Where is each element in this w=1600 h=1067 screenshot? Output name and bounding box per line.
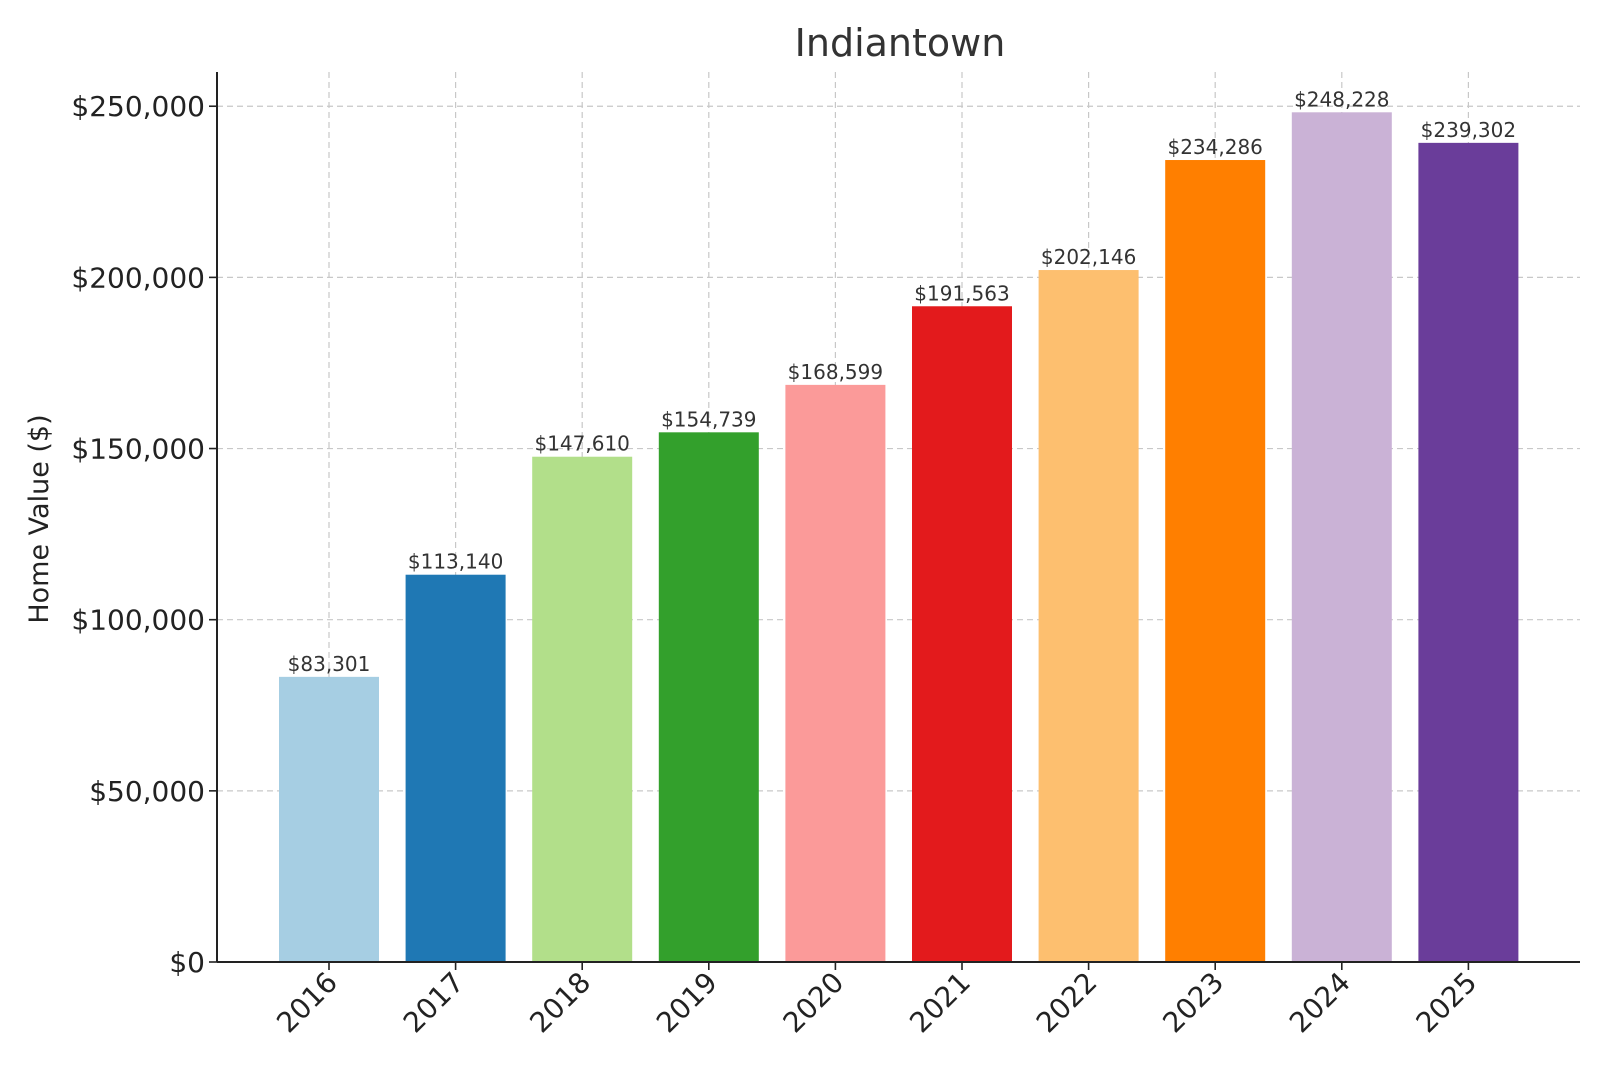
bar-2018 xyxy=(532,456,633,962)
data-label-2021: $191,563 xyxy=(914,281,1009,305)
y-axis-label: Home Value ($) xyxy=(24,414,55,623)
bar-2017 xyxy=(405,574,506,962)
x-tick-label-2019: 2019 xyxy=(650,966,724,1040)
data-label-2016: $83,301 xyxy=(288,652,371,676)
x-tick-label-2020: 2020 xyxy=(777,966,851,1040)
x-tick-label-2023: 2023 xyxy=(1156,966,1230,1040)
bar-2024 xyxy=(1291,112,1392,963)
x-tick-label-2017: 2017 xyxy=(397,966,471,1040)
x-tick-label-2016: 2016 xyxy=(270,966,344,1040)
axes-layer xyxy=(209,72,1580,970)
data-label-2025: $239,302 xyxy=(1421,118,1516,142)
data-label-2019: $154,739 xyxy=(661,407,756,431)
y-tick-label: $0 xyxy=(169,946,205,979)
chart-title: Indiantown xyxy=(795,21,1006,65)
bar-2022 xyxy=(1038,270,1139,962)
bar-2019 xyxy=(658,432,759,962)
data-label-2022: $202,146 xyxy=(1041,245,1136,269)
y-tick-label: $150,000 xyxy=(71,433,205,466)
bar-2020 xyxy=(785,384,886,962)
y-tick-label: $250,000 xyxy=(71,90,205,123)
x-tick-label-2018: 2018 xyxy=(523,966,597,1040)
bar-2016 xyxy=(279,676,379,962)
data-label-2017: $113,140 xyxy=(408,550,503,574)
y-tick-label: $100,000 xyxy=(71,604,205,637)
bar-2025 xyxy=(1418,142,1519,963)
data-label-2020: $168,599 xyxy=(788,360,883,384)
x-tick-label-2024: 2024 xyxy=(1283,966,1357,1040)
bars-layer xyxy=(279,112,1519,963)
x-tick-label-2025: 2025 xyxy=(1410,966,1484,1040)
x-tick-label-2022: 2022 xyxy=(1030,966,1104,1040)
y-tick-label: $50,000 xyxy=(89,775,205,808)
data-label-2018: $147,610 xyxy=(534,432,629,456)
x-tick-label-2021: 2021 xyxy=(903,966,977,1040)
bar-2021 xyxy=(912,306,1012,962)
data-label-2024: $248,228 xyxy=(1294,87,1389,111)
bar-2023 xyxy=(1165,160,1266,962)
y-tick-label: $200,000 xyxy=(71,261,205,294)
data-label-2023: $234,286 xyxy=(1167,135,1262,159)
